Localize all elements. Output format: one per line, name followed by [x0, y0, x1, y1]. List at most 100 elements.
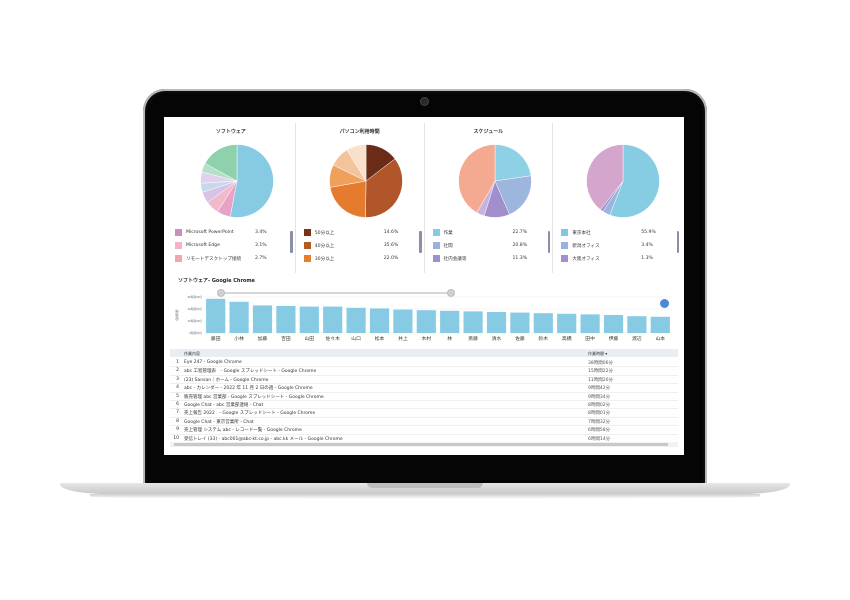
legend-label: Microsoft Edge	[186, 242, 220, 248]
bar-17[interactable]	[603, 315, 624, 333]
bar-9[interactable]	[416, 310, 436, 333]
legend-swatch	[175, 242, 182, 249]
bar-2[interactable]	[252, 305, 273, 333]
table-row[interactable]: 2 abc 工程管理表 - Google スプレッドシート - Google Ch…	[170, 366, 678, 376]
legend-item[interactable]: 社間 20.8%	[432, 240, 545, 253]
bar-16[interactable]	[580, 314, 600, 333]
legend-scrollbar[interactable]	[676, 231, 679, 253]
bar-chart-title: ソフトウェア- Google Chrome	[178, 278, 255, 284]
table-row[interactable]: 6 Google Chat - abc 営業部連絡 - Chat 8時間02分	[170, 400, 678, 410]
pie-slice-1[interactable]	[365, 158, 403, 218]
legend-item[interactable]: Microsoft Edge 3.1%	[175, 240, 287, 253]
webcam	[421, 98, 428, 105]
bar-11[interactable]	[463, 311, 483, 333]
x-tick-label: 伊藤	[609, 335, 619, 342]
software-legend: Microsoft PowerPoint 3.4% Microsoft Edge 3.…	[175, 227, 287, 273]
bar-19[interactable]	[650, 316, 670, 333]
row-number: 4	[176, 385, 179, 391]
bar-4[interactable]	[299, 306, 319, 333]
legend-item[interactable]: 東京本社 55.9%	[561, 227, 673, 240]
chart-options-button[interactable]	[660, 299, 669, 308]
horizontal-scrollbar-thumb[interactable]	[174, 443, 668, 446]
bar-8[interactable]	[393, 309, 413, 333]
legend-item[interactable]: 大阪オフィス 1.3%	[561, 253, 673, 266]
bar-15[interactable]	[557, 313, 577, 333]
column-header-title[interactable]: 作業内容	[184, 351, 200, 356]
table-row[interactable]: 5 販売管理 abc 営業部 - Google スプレッドシート - Google…	[170, 392, 678, 401]
bar-14[interactable]	[533, 313, 553, 333]
pc-usage-pie-chart[interactable]	[328, 143, 404, 219]
x-tick-label: 鈴木	[538, 335, 548, 342]
legend-item[interactable]: 40分以上 35.6%	[303, 240, 416, 253]
y-tick-label: 40時間00分	[188, 307, 203, 311]
legend-label: 新潟オフィス	[572, 243, 600, 249]
legend-item[interactable]: 社内会議等 11.3%	[432, 253, 545, 266]
pie-slice-2[interactable]	[329, 180, 366, 218]
location-pie-chart[interactable]	[585, 143, 661, 219]
row-number: 10	[173, 435, 179, 441]
legend-item[interactable]: リモートデスクトップ接続 2.7%	[175, 253, 287, 266]
bar-7[interactable]	[369, 308, 390, 333]
table-row[interactable]: 3 (23) Sansan｜ホーム - Google Chrome 11時間20分	[170, 375, 678, 385]
column-header-time[interactable]: 作業時間 ▾	[588, 351, 608, 356]
location-legend: 東京本社 55.9% 新潟オフィス 3.4% 大阪オフィス 1.3%	[561, 227, 673, 273]
software-pie-chart[interactable]	[199, 143, 275, 219]
bar-12[interactable]	[486, 312, 507, 333]
legend-swatch	[432, 242, 440, 249]
legend-scrollbar[interactable]	[419, 231, 422, 253]
row-time: 38時間06分	[588, 361, 613, 366]
range-slider-start-handle[interactable]	[217, 289, 225, 297]
range-slider-end-handle[interactable]	[447, 289, 455, 297]
bar-6[interactable]	[346, 307, 366, 333]
legend-item[interactable]: 50分以上 14.6%	[303, 227, 416, 240]
x-tick-label: 小林	[234, 335, 244, 342]
pie-slice-3[interactable]	[586, 144, 624, 211]
legend-swatch	[303, 229, 311, 236]
panel-software: ソフトウェア Microsoft PowerPoint 3.4% Microsoft…	[167, 123, 296, 273]
table-row[interactable]: 9 売上管理 システム abc - レコード一覧 - Google Chrome 6…	[170, 425, 678, 435]
pie-slice-4[interactable]	[457, 144, 495, 213]
legend-value: 3.1%	[255, 242, 267, 248]
bar-10[interactable]	[440, 310, 460, 333]
row-number: 1	[176, 360, 179, 365]
legend-item[interactable]: 作業 22.7%	[432, 227, 545, 240]
schedule-pie-chart[interactable]	[457, 143, 533, 219]
table-row[interactable]: 4 abc - カレンダー - 2022 年 11 月 2 日の週 - Googl…	[170, 383, 678, 393]
legend-scrollbar[interactable]	[290, 231, 293, 253]
row-number: 6	[176, 402, 179, 407]
laptop-shadow	[90, 494, 760, 499]
legend-item[interactable]: 新潟オフィス 3.4%	[561, 240, 673, 253]
legend-item[interactable]: 30分以上 22.0%	[303, 253, 416, 266]
bar-18[interactable]	[627, 316, 647, 333]
pie-slice-0[interactable]	[494, 144, 531, 182]
bar-13[interactable]	[510, 312, 530, 333]
pie-slice-0[interactable]	[609, 144, 660, 218]
bar-1[interactable]	[229, 301, 249, 333]
legend-label: 作業	[443, 230, 453, 236]
bar-3[interactable]	[276, 306, 296, 333]
table-row[interactable]: 7 売上報告 2022 - Google スプレッドシート - Google Ch…	[170, 408, 678, 418]
pie-slice-0[interactable]	[229, 144, 274, 218]
bar-0[interactable]	[206, 298, 226, 333]
table-row[interactable]: 8 Google Chat - 東京営業所 - Chat 7時間32分	[170, 417, 678, 427]
x-tick-label: 山田	[304, 335, 314, 342]
legend-value: 22.7%	[512, 229, 528, 235]
row-time: 6時間58分	[588, 428, 611, 434]
row-time: 8時間01分	[588, 411, 611, 417]
pie-slice-1[interactable]	[494, 175, 532, 215]
legend-swatch	[303, 242, 311, 249]
panel-location: 東京本社 55.9% 新潟オフィス 3.4% 大阪オフィス 1.3%	[553, 123, 681, 273]
horizontal-scrollbar[interactable]	[170, 442, 678, 447]
x-tick-label: 吉田	[281, 336, 291, 342]
bar-5[interactable]	[323, 306, 343, 333]
row-time: 11時間20分	[588, 377, 613, 383]
row-title: Google Chat - 東京営業所 - Chat	[184, 419, 254, 425]
pie-slice-7[interactable]	[204, 144, 238, 182]
activity-table: 作業内容 作業時間 ▾ 1 Eye 247 - Google Chrome 38時間…	[170, 349, 678, 451]
x-tick-label: 山本	[655, 335, 665, 342]
pie-slice-5[interactable]	[346, 144, 366, 182]
legend-item[interactable]: Microsoft PowerPoint 3.4%	[175, 227, 287, 240]
legend-scrollbar[interactable]	[547, 231, 551, 253]
range-slider-track[interactable]	[220, 292, 450, 294]
table-row[interactable]: 1 Eye 247 - Google Chrome 38時間06分	[170, 358, 678, 368]
